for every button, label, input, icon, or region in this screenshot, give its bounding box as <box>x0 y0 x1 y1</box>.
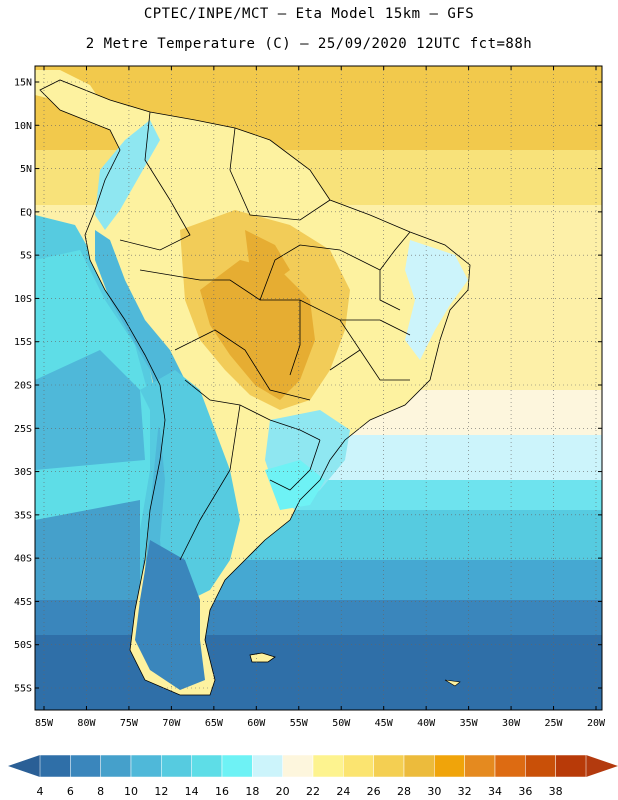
colorbar-segment <box>130 754 162 778</box>
lon-tick-label: 70W <box>162 718 181 729</box>
colorbar-label: 30 <box>427 785 441 798</box>
colorbar-label: 26 <box>367 785 381 798</box>
colorbar-segment <box>403 754 435 778</box>
lat-tick-label: 15N <box>14 78 32 89</box>
colorbar-segment <box>494 754 526 778</box>
lon-tick-label: 20W <box>587 718 606 729</box>
colorbar-segment <box>221 754 253 778</box>
colorbar-labels: 4 6 8 10 12 14 16 18 20 22 24 26 28 30 32 34 36 38 <box>37 785 563 798</box>
lon-tick-label: 50W <box>332 718 351 729</box>
lat-tick-label: 10S <box>14 294 32 305</box>
south-georgia <box>444 679 461 687</box>
colorbar-left-arrow <box>8 755 40 777</box>
colorbar-segment <box>525 754 556 778</box>
gridlines <box>35 66 602 710</box>
colorbar-label: 8 <box>97 785 104 798</box>
patagonia-cool <box>140 370 240 600</box>
colorbar-segment <box>161 754 192 778</box>
lat-tick-label: 25S <box>14 424 32 435</box>
colorbar-label: 28 <box>397 785 411 798</box>
amazon-hot-spot <box>245 230 290 285</box>
axis-ticks <box>35 66 602 710</box>
lon-tick-label: 80W <box>77 718 96 729</box>
northeast-brazil-cool <box>405 240 468 360</box>
colorbar-segment <box>555 754 587 778</box>
colorbar: 4 6 8 10 12 14 16 18 20 22 24 26 28 30 32 34 36 38 <box>8 754 618 798</box>
lat-tick-label: 15S <box>14 337 32 348</box>
colorbar-label: 16 <box>215 785 229 798</box>
colorbar-segment <box>373 754 405 778</box>
colorbar-label: 32 <box>458 785 472 798</box>
colorbar-segment <box>70 754 101 778</box>
lat-tick-label: EQ <box>20 207 32 218</box>
title-line-1: CPTEC/INPE/MCT – Eta Model 15km – GFS <box>143 6 475 22</box>
colorbar-segment <box>312 754 344 778</box>
colorbar-label: 10 <box>124 785 138 798</box>
lat-tick-label: 40S <box>14 554 32 565</box>
ocean-deep-blue-band <box>35 635 602 710</box>
lon-tick-label: 30W <box>502 718 521 729</box>
lon-tick-label: 55W <box>290 718 309 729</box>
ocean-mid-blue-band <box>35 600 602 640</box>
longitude-labels: 85W 80W 75W 70W 65W 60W 55W 50W 45W 40W 35W 30W 25W 2… <box>35 718 606 729</box>
colorbar-label: 14 <box>185 785 199 798</box>
colorbar-segment <box>191 754 223 778</box>
title-line-2: 2 Metre Temperature (C) – 25/09/2020 12U… <box>85 36 533 52</box>
lat-tick-label: 50S <box>14 640 32 651</box>
lat-tick-label: 5N <box>20 164 32 175</box>
lat-tick-label: 5S <box>20 251 32 262</box>
colorbar-segment <box>343 754 374 778</box>
colorbar-label: 24 <box>336 785 350 798</box>
lon-tick-label: 60W <box>247 718 266 729</box>
country-borders <box>39 79 471 696</box>
colorbar-segments <box>39 754 587 778</box>
colorbar-segment <box>252 754 283 778</box>
falkland-islands <box>249 652 276 663</box>
lat-tick-label: 10N <box>14 121 32 132</box>
lat-tick-label: 30S <box>14 467 32 478</box>
colorbar-segment <box>39 754 71 778</box>
lat-tick-label: 35S <box>14 510 32 521</box>
colorbar-segment <box>100 754 132 778</box>
northern-andes-cold <box>95 120 160 230</box>
southern-tip-cold <box>135 540 205 690</box>
pacific-south <box>35 500 140 600</box>
lon-tick-label: 45W <box>375 718 394 729</box>
lon-tick-label: 75W <box>120 718 139 729</box>
interior-hot <box>200 260 315 400</box>
lon-tick-label: 25W <box>545 718 564 729</box>
lat-tick-label: 45S <box>14 597 32 608</box>
pacific-offshore <box>35 350 145 470</box>
map-frame <box>34 65 603 711</box>
latitude-labels: 15N 10N 5N EQ 5S 10S 15S 20S 25S 30S 35S 40S 45S 50S 5… <box>14 78 32 695</box>
lon-tick-label: 65W <box>205 718 224 729</box>
lon-tick-label: 40W <box>417 718 436 729</box>
colorbar-label: 22 <box>306 785 320 798</box>
lat-tick-label: 20S <box>14 381 32 392</box>
colorbar-label: 34 <box>488 785 502 798</box>
lon-tick-label: 35W <box>460 718 479 729</box>
lat-tick-label: 55S <box>14 684 32 695</box>
colorbar-label: 20 <box>276 785 290 798</box>
colorbar-label: 38 <box>549 785 563 798</box>
lon-tick-label: 85W <box>35 718 54 729</box>
colorbar-label: 4 <box>37 785 44 798</box>
colorbar-label: 12 <box>154 785 168 798</box>
colorbar-label: 18 <box>245 785 259 798</box>
map-area <box>35 66 602 710</box>
colorbar-label: 6 <box>67 785 74 798</box>
colorbar-right-arrow <box>586 755 618 777</box>
central-america <box>35 70 100 110</box>
colorbar-segment <box>464 754 496 778</box>
colorbar-label: 36 <box>518 785 532 798</box>
colorbar-segment <box>282 754 314 778</box>
colorbar-segment <box>434 754 465 778</box>
